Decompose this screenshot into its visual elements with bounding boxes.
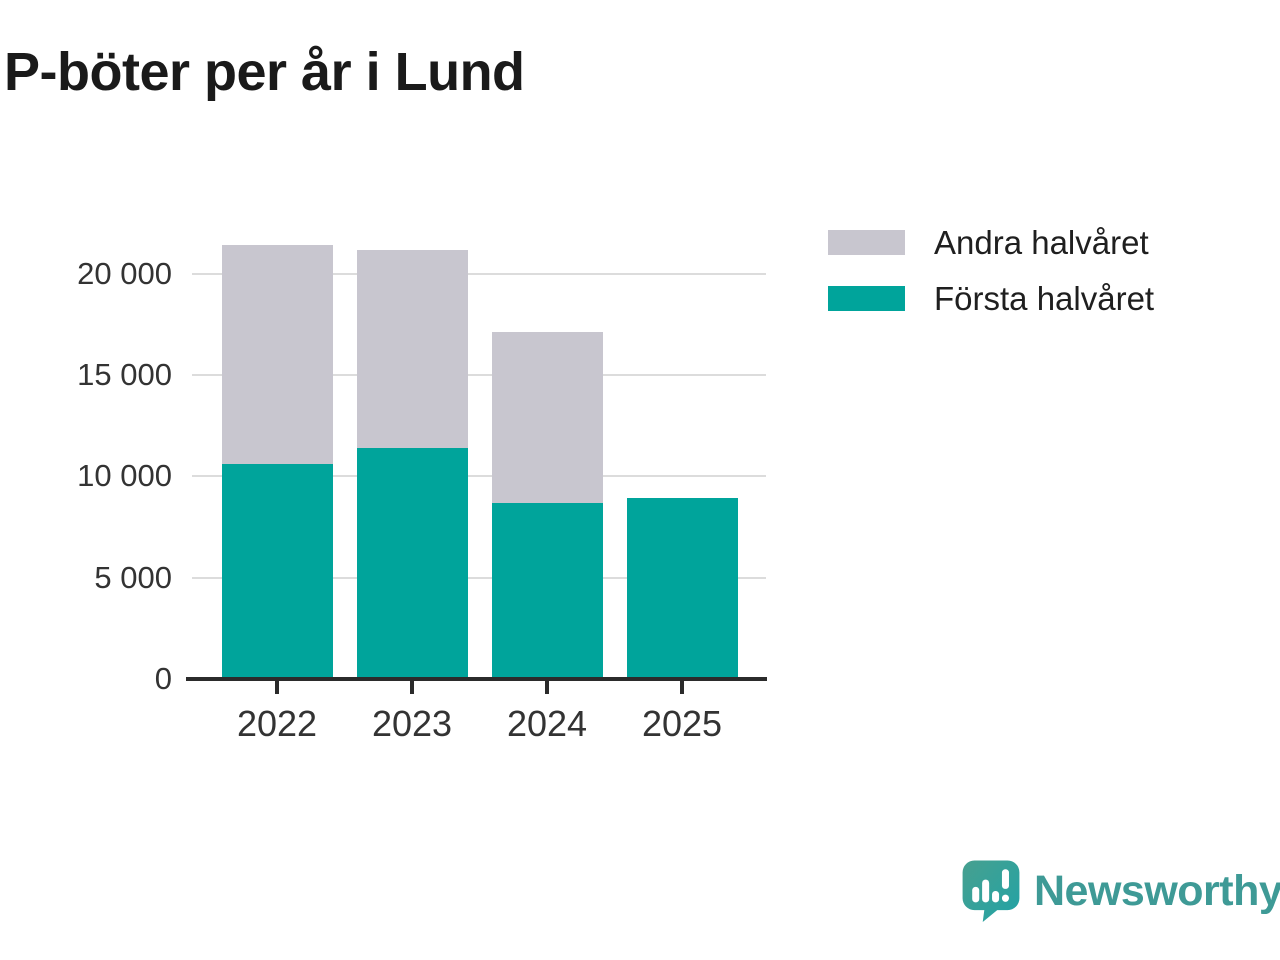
gridline [192,272,766,275]
plot-area [190,236,766,679]
x-axis-line [186,677,767,681]
bar-segment-2024-andra [491,332,603,503]
legend: Andra halvåret Första halvåret [828,224,1154,317]
newsworthy-speech-bubble-chart-icon [962,860,1020,922]
bar-segment-2024-första [491,502,603,679]
y-tick-label: 5 000 [94,559,172,595]
bar-segment-2025-första [626,497,738,679]
x-axis-tick [275,681,279,694]
bar-segment-2022-andra [221,245,333,465]
legend-swatch [828,286,905,311]
legend-item: Första halvåret [828,280,1154,317]
y-tick-label: 15 000 [77,357,172,393]
x-axis-tick [410,681,414,694]
x-tick-label: 2023 [371,703,453,744]
x-axis-tick [680,681,684,694]
newsworthy-logo: Newsworthy [962,860,1280,922]
y-tick-label: 10 000 [77,458,172,494]
y-tick-label: 0 [154,661,172,696]
legend-swatch [828,230,905,255]
y-tick-label: 20 000 [77,255,172,291]
legend-item: Andra halvåret [828,224,1154,261]
legend-label: Första halvåret [934,280,1155,317]
x-tick-label: 2024 [506,703,588,744]
x-tick-label: 2022 [236,703,318,744]
x-axis-tick [545,681,549,694]
legend-label: Andra halvåret [934,224,1149,261]
gridline [192,576,766,579]
gridline [192,374,766,377]
x-tick-label: 2025 [641,703,723,744]
bar-segment-2022-första [221,464,333,679]
gridline [192,475,766,478]
newsworthy-wordmark: Newsworthy [1034,867,1280,915]
chart-title: P-böter per år i Lund [4,42,525,102]
bar-segment-2023-andra [356,250,468,448]
bar-segment-2023-första [356,447,468,679]
